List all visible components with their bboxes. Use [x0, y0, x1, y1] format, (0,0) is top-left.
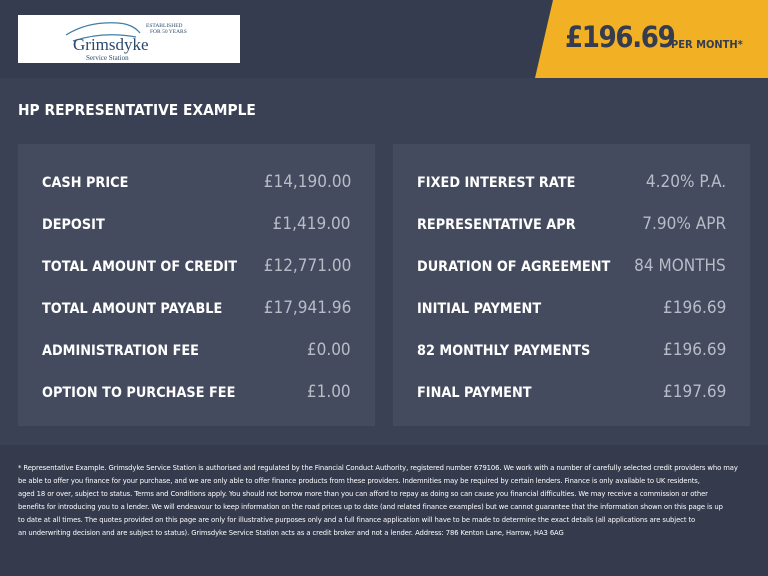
row-label: TOTAL AMOUNT OF CREDIT	[42, 259, 238, 275]
finance-row: REPRESENTATIVE APR 7.90% APR	[417, 213, 726, 237]
row-value: £0.00	[307, 340, 351, 360]
finance-row: CASH PRICE £14,190.00	[42, 171, 351, 195]
row-label: TOTAL AMOUNT PAYABLE	[42, 301, 223, 317]
row-value: 7.90% APR	[642, 214, 726, 234]
finance-panel-right: FIXED INTEREST RATE 4.20% P.A. REPRESENTAT…	[393, 144, 750, 426]
row-value: 4.20% P.A.	[645, 172, 726, 192]
finance-row: DURATION OF AGREEMENT 84 MONTHS	[417, 255, 726, 279]
row-label: 82 MONTHLY PAYMENTS	[417, 343, 591, 359]
row-label: FIXED INTEREST RATE	[417, 175, 576, 191]
disclaimer-line: * Representative Example. Grimsdyke Serv…	[18, 463, 738, 472]
row-value: 84 MONTHS	[634, 256, 726, 276]
finance-row: FIXED INTEREST RATE 4.20% P.A.	[417, 171, 726, 195]
monthly-price-badge: £196.69 PER MONTH*	[535, 0, 768, 78]
disclaimer-line: an underwriting decision and are subject…	[18, 527, 564, 537]
disclaimer-line: to date at all times. The quotes provide…	[18, 514, 696, 524]
finance-row: TOTAL AMOUNT OF CREDIT £12,771.00	[42, 255, 351, 279]
row-value: £14,190.00	[263, 172, 351, 192]
finance-row: 82 MONTHLY PAYMENTS £196.69	[417, 339, 726, 363]
row-value: £196.69	[662, 298, 726, 318]
disclaimer-line: aged 18 or over, subject to status. Term…	[18, 488, 708, 498]
row-value: £12,771.00	[263, 256, 351, 276]
svg-text:ESTABLISHED: ESTABLISHED	[146, 23, 183, 29]
finance-row: ADMINISTRATION FEE £0.00	[42, 339, 351, 363]
row-label: DURATION OF AGREEMENT	[417, 259, 611, 275]
finance-row: DEPOSIT £1,419.00	[42, 213, 351, 237]
finance-row: TOTAL AMOUNT PAYABLE £17,941.96	[42, 297, 351, 321]
row-value: £197.69	[662, 382, 726, 402]
disclaimer-line: benefits for introducing you to a lender…	[18, 501, 723, 511]
finance-row: FINAL PAYMENT £197.69	[417, 381, 726, 405]
row-value: £1.00	[307, 382, 351, 402]
row-label: INITIAL PAYMENT	[417, 301, 542, 317]
page-title: HP REPRESENTATIVE EXAMPLE	[18, 101, 256, 119]
disclaimer-line: be able to offer you finance for your pu…	[18, 475, 700, 485]
svg-text:FOR 50 YEARS: FOR 50 YEARS	[150, 29, 187, 35]
row-label: OPTION TO PURCHASE FEE	[42, 385, 236, 401]
row-label: CASH PRICE	[42, 175, 129, 191]
logo[interactable]: Grimsdyke Service Station ESTABLISHED FO…	[18, 15, 240, 63]
disclaimer: * Representative Example. Grimsdyke Serv…	[0, 445, 768, 576]
row-label: FINAL PAYMENT	[417, 385, 532, 401]
row-value: £196.69	[662, 340, 726, 360]
header: Grimsdyke Service Station ESTABLISHED FO…	[0, 0, 768, 78]
monthly-price: £196.69	[565, 20, 676, 54]
row-label: ADMINISTRATION FEE	[42, 343, 199, 359]
finance-row: INITIAL PAYMENT £196.69	[417, 297, 726, 321]
row-value: £1,419.00	[273, 214, 351, 234]
svg-text:Service Station: Service Station	[86, 54, 129, 62]
row-label: REPRESENTATIVE APR	[417, 217, 576, 233]
svg-text:Grimsdyke: Grimsdyke	[73, 35, 149, 54]
row-label: DEPOSIT	[42, 217, 105, 233]
finance-panel-left: CASH PRICE £14,190.00 DEPOSIT £1,419.00 TOTA…	[18, 144, 375, 426]
per-month-label: PER MONTH*	[671, 38, 743, 51]
row-value: £17,941.96	[263, 298, 351, 318]
finance-row: OPTION TO PURCHASE FEE £1.00	[42, 381, 351, 405]
